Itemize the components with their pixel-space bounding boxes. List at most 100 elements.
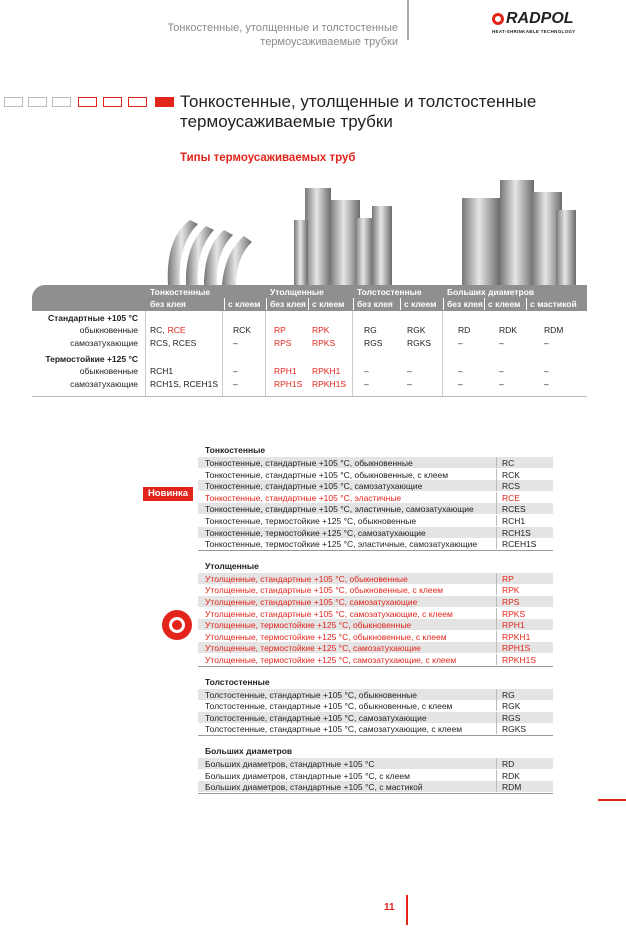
product-name: Тонкостенные, стандартные +105 °С, обыкн…	[205, 458, 413, 468]
column-title: без клея	[447, 299, 483, 309]
product-code: RPH1	[502, 620, 525, 631]
column-group-title: Утолщенные	[270, 287, 324, 297]
product-code: RCK	[502, 469, 520, 480]
cell-text: RGS	[364, 337, 383, 348]
table-header-band	[32, 285, 587, 311]
column-title: без клея	[357, 299, 393, 309]
cell-text: –	[233, 337, 238, 348]
column-divider	[442, 311, 443, 396]
deco-box	[155, 97, 174, 107]
product-name: Тонкостенные, термостойкие +125 °С, элас…	[205, 539, 478, 550]
column-divider	[266, 298, 267, 310]
cell-text: –	[544, 366, 549, 376]
product-code: RDK	[502, 770, 520, 781]
row-divider	[496, 468, 497, 480]
deco-box	[128, 97, 147, 107]
column-title: с клеем	[488, 299, 521, 309]
page-number: 11	[384, 902, 395, 913]
product-name: Утолщенные, стандартные +105 °С, обыкнов…	[205, 585, 444, 596]
row-divider	[496, 688, 497, 700]
row-divider	[496, 526, 497, 538]
column-group-title: Больших диаметров	[447, 287, 535, 297]
cell-text: RCK	[233, 325, 251, 335]
column-title: с клеем	[404, 299, 437, 309]
cell-text: –	[407, 366, 412, 376]
row-bg	[198, 642, 553, 655]
deco-box	[78, 97, 97, 107]
row-divider	[496, 584, 497, 596]
product-name: Больших диаметров, стандартные +105 °С, …	[205, 782, 423, 793]
section-rule	[198, 735, 553, 736]
cell-text: –	[544, 337, 549, 348]
cell-text: RPKH1S	[312, 378, 347, 389]
deco-box	[28, 97, 47, 107]
column-divider	[145, 311, 146, 396]
product-name: Утолщенные, стандартные +105 °С, самозат…	[205, 608, 453, 619]
row-label: самозатухающие	[70, 337, 138, 348]
product-code: RPK	[502, 585, 520, 596]
product-code: RP	[502, 573, 514, 584]
cell-text: –	[458, 366, 463, 376]
row-bg	[198, 654, 553, 666]
quality-icon	[162, 610, 192, 640]
row-bg	[198, 723, 553, 736]
product-code: RCS	[502, 481, 520, 492]
row-divider	[496, 480, 497, 492]
product-code: RGK	[502, 701, 521, 712]
column-divider	[224, 298, 225, 310]
section-rule	[198, 665, 553, 667]
row-bg	[198, 769, 553, 782]
product-code: RDM	[502, 782, 522, 793]
row-divider	[496, 781, 497, 793]
cell-text: RCH1	[150, 366, 174, 376]
column-title: с клеем	[228, 299, 261, 309]
row-bg	[198, 700, 553, 713]
row-bg	[198, 758, 553, 770]
row-bg	[198, 630, 553, 643]
table-rule	[32, 396, 587, 397]
cell-text: RGK	[407, 325, 426, 335]
cell-text: RCH1S, RCEH1S	[150, 378, 219, 389]
row-divider	[496, 758, 497, 769]
cell-text: –	[458, 337, 463, 348]
product-code: RD	[502, 759, 515, 769]
title: термоусаживаемые трубки	[180, 112, 393, 131]
section-title: Толстостенные	[205, 676, 270, 687]
row-bg	[198, 711, 553, 724]
cell-text: RG	[364, 325, 377, 335]
column-divider	[484, 298, 485, 310]
section-rule	[198, 549, 553, 551]
product-name: Тонкостенные, стандартные +105 °С, эласт…	[205, 492, 402, 503]
row-bg	[198, 572, 553, 585]
row-divider	[496, 630, 497, 642]
row-group-title: Термостойкие +125 °С	[45, 354, 138, 364]
row-divider	[496, 654, 497, 665]
cell-text: RCS, RCES	[150, 337, 197, 348]
row-bg	[198, 480, 553, 493]
cell-text: RD	[458, 325, 471, 335]
row-bg	[198, 468, 553, 481]
product-name: Больших диаметров, стандартные +105 °С	[205, 759, 375, 769]
product-code: RGS	[502, 712, 521, 723]
column-divider	[222, 311, 223, 396]
cell-text: RPKH1	[312, 366, 341, 376]
row-divider	[496, 723, 497, 735]
column-divider	[265, 311, 266, 396]
column-title: с мастикой	[530, 299, 577, 309]
product-name: Толстостенные, стандартные +105 °С, обык…	[205, 689, 417, 700]
row-bg	[198, 596, 553, 608]
deco-box	[103, 97, 122, 107]
row-divider	[496, 457, 497, 468]
deco-box	[52, 97, 71, 107]
row-label: самозатухающие	[70, 378, 138, 389]
product-name: Тонкостенные, стандартные +105 °С, эласт…	[205, 504, 474, 515]
header-line: термоусаживаемые трубки	[260, 36, 398, 48]
cell-text: –	[458, 378, 463, 389]
product-name: Утолщенные, термостойкие +125 °С, обыкно…	[205, 620, 412, 631]
row-bg	[198, 491, 553, 504]
column-divider	[353, 298, 354, 310]
row-divider	[496, 572, 497, 584]
product-code: RCEH1S	[502, 539, 537, 550]
row-divider	[496, 607, 497, 619]
row-label: обыкновенные	[79, 366, 138, 376]
